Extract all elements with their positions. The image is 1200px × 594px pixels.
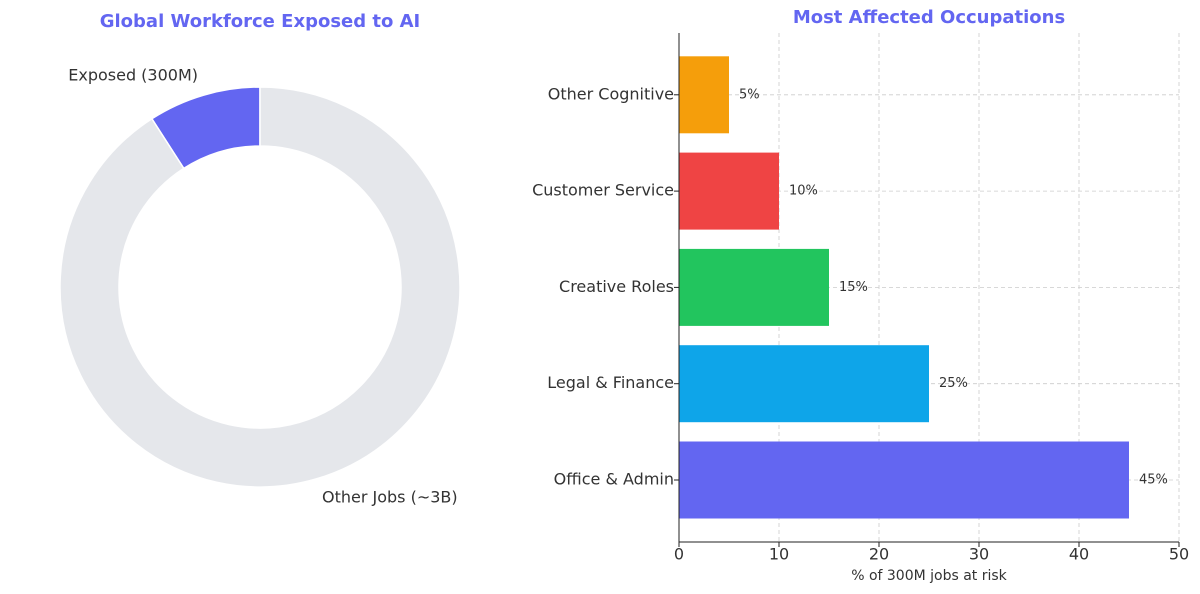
value-label: 10% [789, 184, 818, 199]
y-tick-label: Customer Service [532, 181, 674, 200]
y-tick-label: Creative Roles [559, 277, 674, 296]
value-label: 5% [739, 87, 760, 102]
x-tick-label: 10 [769, 545, 789, 564]
bar [679, 441, 1129, 519]
y-tick-label: Other Cognitive [548, 84, 674, 103]
value-label: 15% [839, 280, 868, 295]
chart-title: Global Workforce Exposed to AI [100, 11, 421, 32]
bar [679, 345, 929, 423]
slice-label: Other Jobs (~3B) [322, 488, 458, 507]
bar [679, 56, 729, 134]
x-tick-label: 40 [1069, 545, 1089, 564]
x-axis-label: % of 300M jobs at risk [851, 568, 1007, 584]
donut-slice [59, 86, 461, 488]
x-tick-label: 20 [869, 545, 889, 564]
bar [679, 248, 829, 326]
bar [679, 152, 779, 230]
x-tick-label: 50 [1169, 545, 1189, 564]
x-tick-label: 30 [969, 545, 989, 564]
value-label: 25% [939, 376, 968, 391]
value-label: 45% [1139, 473, 1168, 488]
y-tick-label: Office & Admin [554, 470, 674, 489]
slice-label: Exposed (300M) [68, 65, 198, 84]
x-tick-label: 0 [674, 545, 684, 564]
chart-title: Most Affected Occupations [793, 7, 1065, 28]
y-tick-label: Legal & Finance [547, 373, 674, 392]
